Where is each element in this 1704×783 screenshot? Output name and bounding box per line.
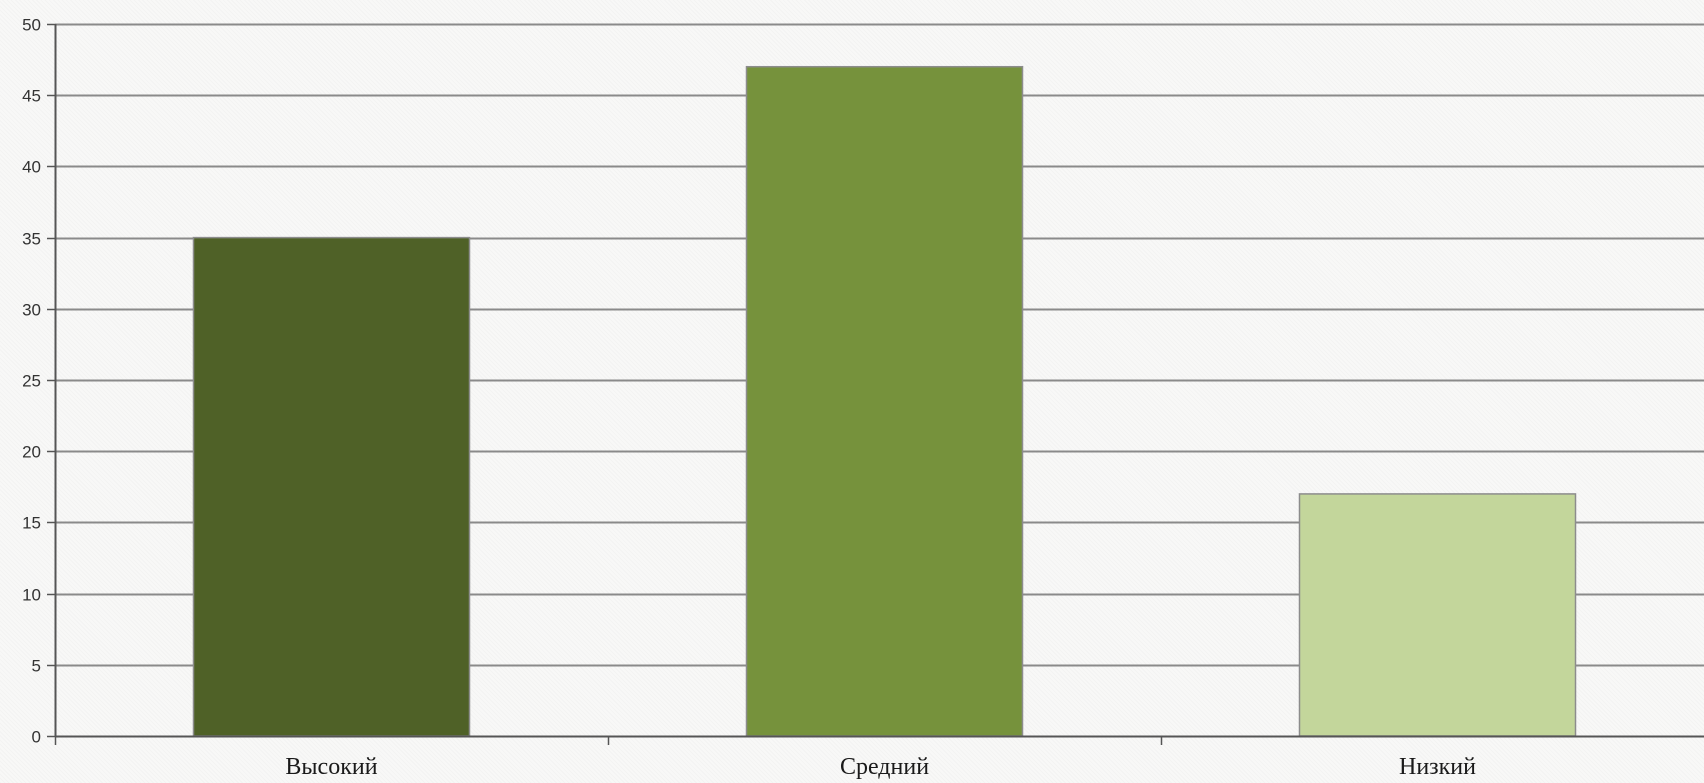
x-category-label: Средний — [840, 754, 929, 780]
y-tick-labels: 0 5 10 15 20 25 30 35 40 45 50 — [22, 16, 41, 747]
y-tick-label: 35 — [22, 230, 41, 249]
y-tick-label: 45 — [22, 87, 41, 106]
y-tick-label: 50 — [22, 16, 41, 35]
y-tick-label: 15 — [22, 514, 41, 533]
y-tick-label: 40 — [22, 158, 41, 177]
y-tick-label: 5 — [32, 657, 41, 676]
y-tick-label: 10 — [22, 586, 41, 605]
bar — [745, 65, 1024, 737]
axes — [47, 23, 1704, 745]
x-category-label: Низкий — [1399, 754, 1476, 780]
y-tick-label: 25 — [22, 372, 41, 391]
y-tick-label: 30 — [22, 301, 41, 320]
y-tick-label: 0 — [32, 728, 41, 747]
x-category-label: Высокий — [285, 754, 377, 780]
bar — [192, 236, 471, 737]
bar — [1298, 493, 1577, 737]
y-tick-label: 20 — [22, 443, 41, 462]
category-labels: Высокий Средний Низкий — [285, 754, 1476, 780]
